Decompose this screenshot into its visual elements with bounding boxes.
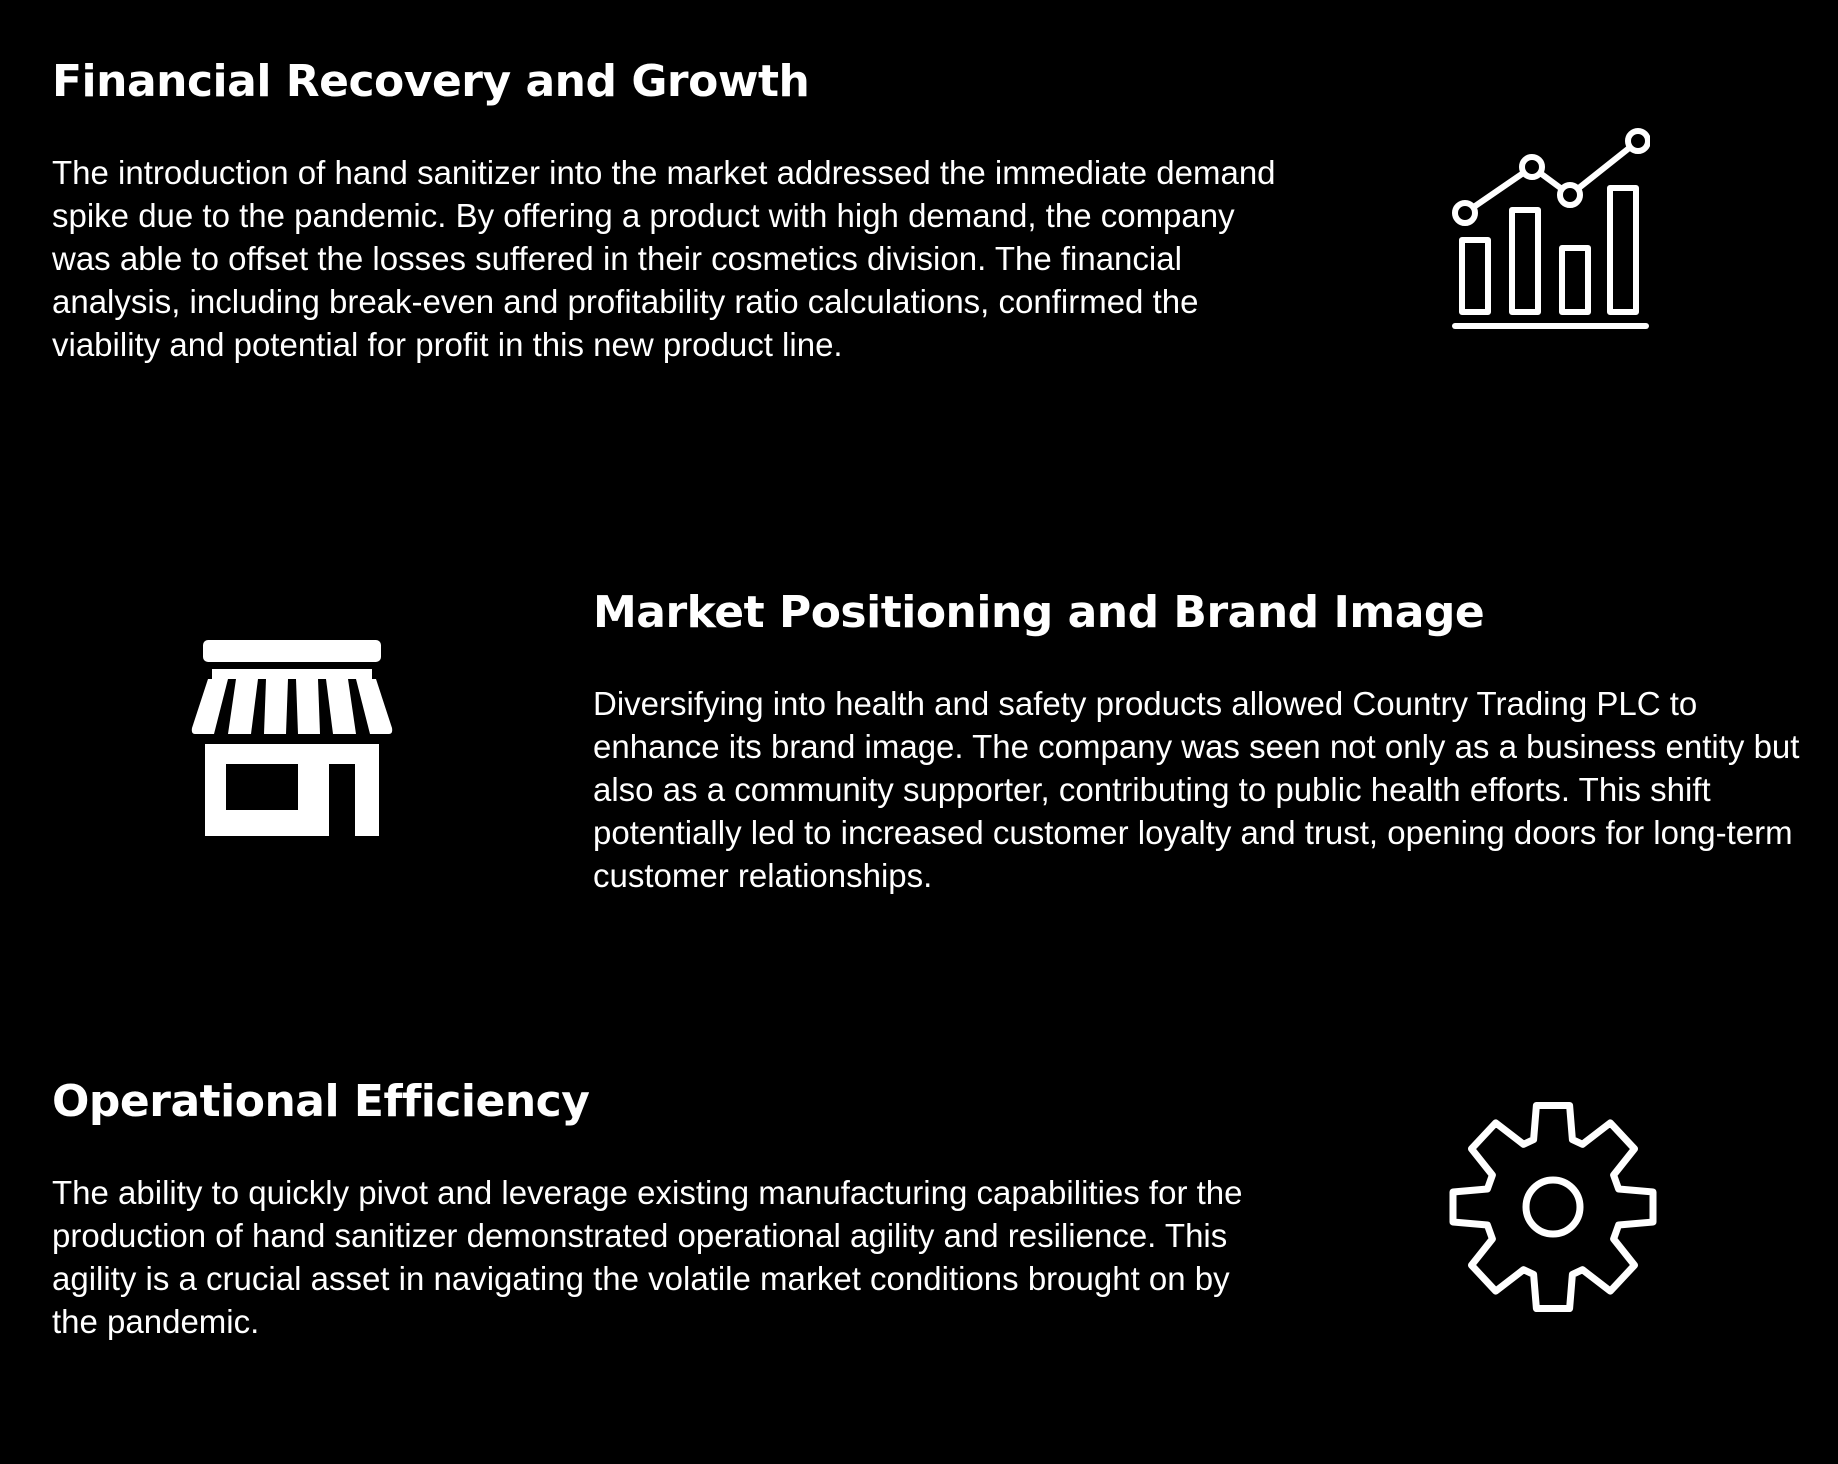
section-market-positioning: Market Positioning and Brand Image Diver… bbox=[593, 587, 1803, 897]
section-title: Market Positioning and Brand Image bbox=[593, 587, 1485, 638]
bar-chart-trend-icon bbox=[1452, 128, 1650, 329]
section-body: Diversifying into health and safety prod… bbox=[593, 685, 1800, 895]
section-title: Financial Recovery and Growth bbox=[52, 56, 810, 107]
section-operational-efficiency: Operational Efficiency The ability to qu… bbox=[52, 1076, 1262, 1343]
section-body: The introduction of hand sanitizer into … bbox=[52, 154, 1276, 364]
storefront-icon bbox=[191, 640, 393, 836]
section-financial-recovery: Financial Recovery and Growth The introd… bbox=[52, 56, 1282, 366]
section-title: Operational Efficiency bbox=[52, 1076, 590, 1127]
section-body: The ability to quickly pivot and leverag… bbox=[52, 1174, 1243, 1341]
gear-icon bbox=[1449, 1102, 1657, 1312]
